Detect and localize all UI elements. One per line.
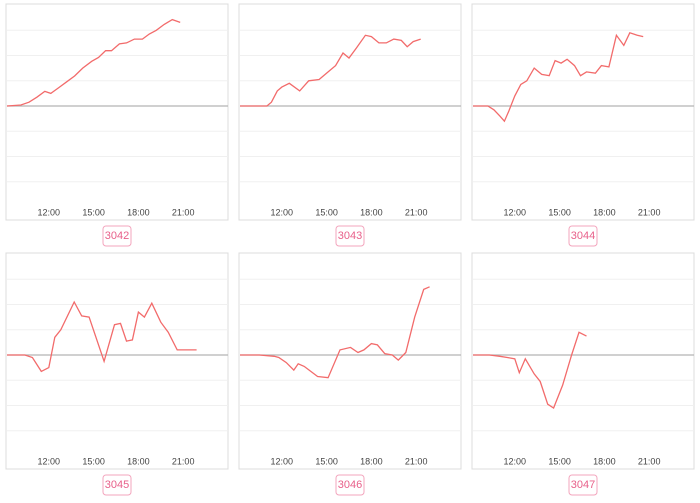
x-tick-label: 18:00 [360, 207, 383, 217]
label-button[interactable] [568, 474, 598, 496]
label-button-text[interactable]: 3047 [571, 479, 595, 491]
label-button-text[interactable]: 3043 [338, 230, 362, 242]
x-tick-label: 12:00 [504, 207, 527, 217]
x-tick-label: 18:00 [127, 456, 150, 466]
x-tick-label: 15:00 [315, 456, 338, 466]
x-tick-label: 21:00 [172, 207, 195, 217]
label-button-text[interactable]: 3044 [571, 230, 595, 242]
chart-frame [5, 3, 229, 221]
x-tick-label: 21:00 [405, 456, 428, 466]
x-tick-label: 18:00 [127, 207, 150, 217]
data-line [7, 300, 197, 373]
x-tick-label: 15:00 [315, 207, 338, 217]
x-tick-label: 12:00 [271, 207, 294, 217]
x-tick-label: 21:00 [405, 207, 428, 217]
chart-frame [5, 252, 229, 470]
data-line [240, 34, 421, 107]
x-tick-label: 15:00 [82, 456, 105, 466]
label-button-text[interactable]: 3046 [338, 479, 362, 491]
data-line [473, 331, 587, 409]
x-tick-label: 12:00 [38, 456, 61, 466]
data-line [6, 18, 181, 107]
chart-frame [238, 3, 462, 221]
x-tick-label: 15:00 [82, 207, 105, 217]
x-tick-label: 12:00 [38, 207, 61, 217]
x-tick-label: 18:00 [593, 456, 616, 466]
data-line [473, 32, 644, 123]
x-tick-label: 21:00 [638, 456, 661, 466]
x-tick-label: 21:00 [638, 207, 661, 217]
x-tick-label: 12:00 [271, 456, 294, 466]
chart-frame [471, 252, 695, 470]
x-tick-label: 15:00 [548, 456, 571, 466]
label-button-text[interactable]: 3045 [105, 479, 129, 491]
x-tick-label: 15:00 [548, 207, 571, 217]
x-tick-label: 21:00 [172, 456, 195, 466]
x-tick-label: 12:00 [504, 456, 527, 466]
label-button[interactable] [568, 225, 598, 247]
label-button[interactable] [335, 474, 365, 496]
label-button[interactable] [102, 474, 132, 496]
label-button[interactable] [102, 225, 132, 247]
chart-frame [238, 252, 462, 470]
chart-frame [471, 3, 695, 221]
label-button[interactable] [335, 225, 365, 247]
label-button-text[interactable]: 3042 [105, 230, 129, 242]
x-tick-label: 18:00 [360, 456, 383, 466]
data-line [240, 286, 430, 379]
x-tick-label: 18:00 [593, 207, 616, 217]
